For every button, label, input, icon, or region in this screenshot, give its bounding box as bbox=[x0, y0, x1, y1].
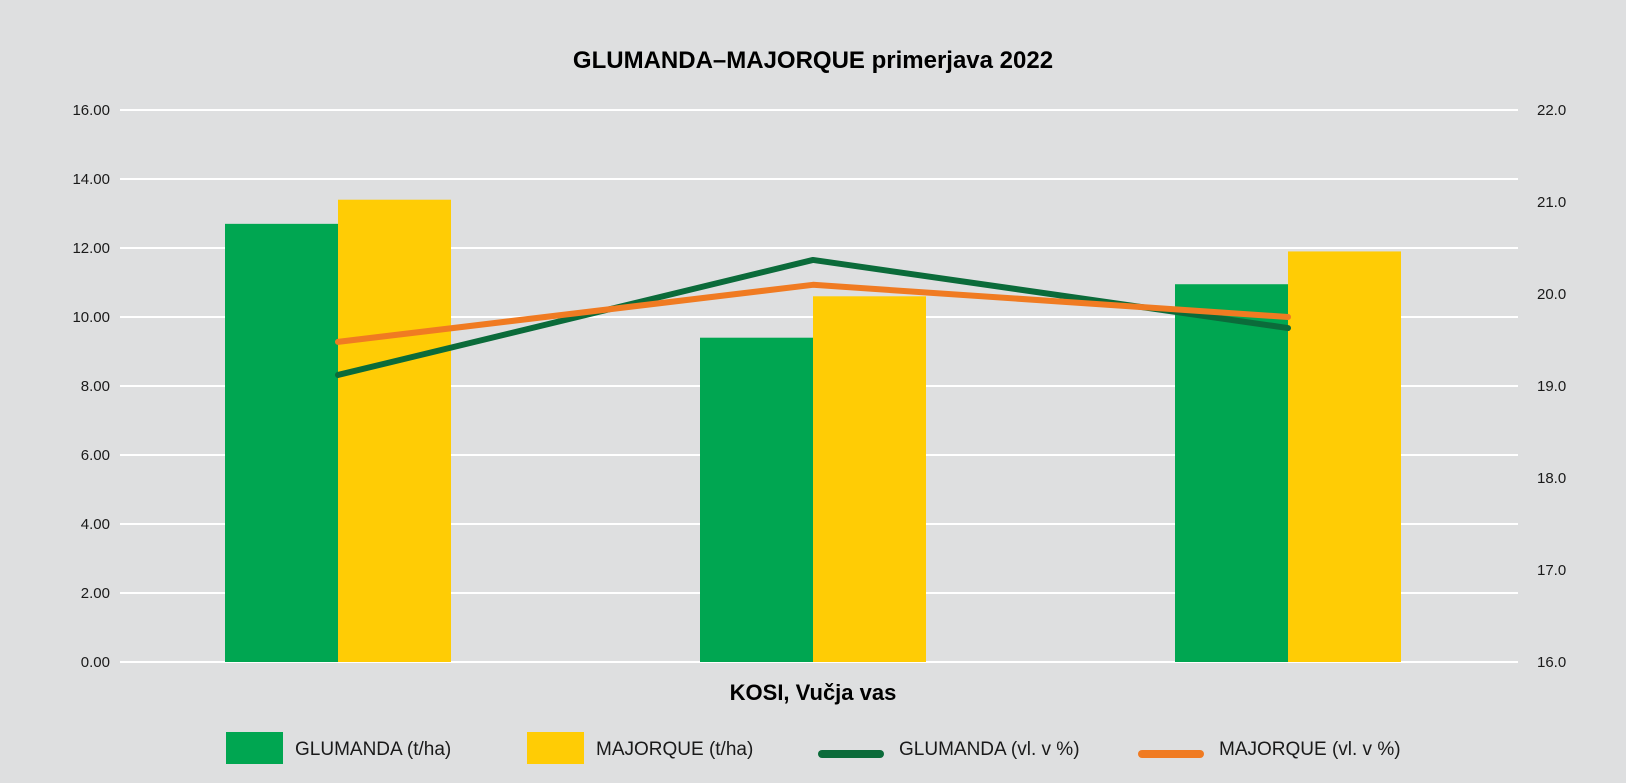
left-y-tick-label: 12.00 bbox=[72, 240, 110, 257]
left-y-tick-label: 8.00 bbox=[81, 378, 110, 395]
right-y-tick-label: 19.0 bbox=[1537, 378, 1566, 395]
bar-majorque bbox=[813, 296, 926, 662]
legend-label: GLUMANDA (vl. v %) bbox=[899, 739, 1080, 760]
right-y-tick-label: 22.0 bbox=[1537, 102, 1566, 119]
right-y-tick-label: 20.0 bbox=[1537, 286, 1566, 303]
left-y-tick-label: 6.00 bbox=[81, 447, 110, 464]
left-y-tick-label: 4.00 bbox=[81, 516, 110, 533]
bar-glumanda bbox=[225, 223, 338, 662]
left-y-tick-label: 14.00 bbox=[72, 171, 110, 188]
x-axis-label: KOSI, Vučja vas bbox=[730, 680, 897, 705]
bars bbox=[225, 199, 1401, 662]
legend-label: MAJORQUE (vl. v %) bbox=[1219, 739, 1401, 760]
legend: GLUMANDA (t/ha) MAJORQUE (t/ha) GLUMANDA (… bbox=[226, 732, 1401, 764]
bar-glumanda bbox=[700, 337, 813, 662]
bar-majorque bbox=[1288, 251, 1401, 662]
left-y-tick-label: 16.00 bbox=[72, 102, 110, 119]
legend-swatch bbox=[226, 732, 283, 764]
left-y-tick-label: 2.00 bbox=[81, 585, 110, 602]
legend-swatch bbox=[527, 732, 584, 764]
left-y-tick-label: 10.00 bbox=[72, 309, 110, 326]
lines bbox=[335, 256, 1291, 378]
line-series-majorque bbox=[335, 281, 1291, 345]
bar-glumanda bbox=[1175, 284, 1288, 662]
right-y-tick-label: 17.0 bbox=[1537, 562, 1566, 579]
right-y-tick-label: 16.0 bbox=[1537, 654, 1566, 671]
legend-label: GLUMANDA (t/ha) bbox=[295, 739, 451, 760]
left-y-tick-label: 0.00 bbox=[81, 654, 110, 671]
bar-majorque bbox=[338, 199, 451, 662]
right-y-axis: 16.0 17.0 18.0 19.0 20.0 21.0 22.0 bbox=[1537, 102, 1566, 671]
left-y-axis: 0.00 2.00 4.00 6.00 8.00 10.00 12.00 14.00 16.00 bbox=[72, 102, 110, 671]
chart-title: GLUMANDA–MAJORQUE primerjava 2022 bbox=[573, 47, 1053, 74]
legend-label: MAJORQUE (t/ha) bbox=[596, 739, 753, 760]
right-y-tick-label: 21.0 bbox=[1537, 194, 1566, 211]
right-y-tick-label: 18.0 bbox=[1537, 470, 1566, 487]
